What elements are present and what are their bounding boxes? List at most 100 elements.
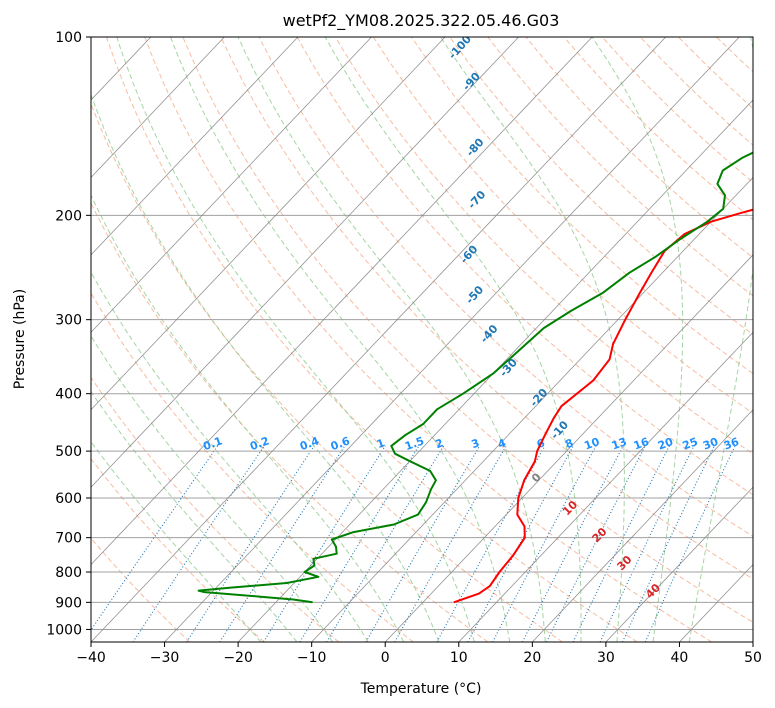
x-tick-label: 40	[671, 650, 689, 666]
mixing-ratio-label: 10	[583, 435, 602, 453]
mixing-ratio-label: 2	[433, 436, 445, 451]
moist-adiabat-label: 10	[560, 498, 580, 518]
moist-adiabat-label: 20	[590, 525, 610, 545]
dry-adiabat	[372, 37, 753, 415]
isotherm-line	[91, 37, 519, 488]
dewpoint-line	[197, 151, 753, 604]
dry-adiabat	[91, 537, 190, 642]
y-axis-ticks: 100 200 300 400 500 600 700 800 900 1000	[46, 30, 91, 638]
mixing-ratio-line	[394, 445, 507, 642]
isotherm-line	[752, 641, 753, 642]
mixing-ratio-line	[263, 445, 386, 642]
mixing-ratio-label: 1.5	[403, 434, 426, 453]
y-tick-label: 300	[55, 313, 82, 329]
moist-adiabat	[91, 194, 405, 642]
y-tick-label: 900	[55, 595, 82, 611]
x-tick-label: 10	[450, 650, 468, 666]
isotherm-line	[91, 37, 225, 179]
temperature-line	[453, 208, 753, 604]
y-tick-label: 400	[55, 387, 82, 403]
mixing-ratio-line	[522, 445, 624, 642]
dry-adiabat	[334, 37, 753, 455]
dry-adiabat	[525, 37, 753, 259]
moist-adiabat	[324, 37, 582, 642]
sounding-series	[197, 151, 753, 604]
plot-frame	[90, 36, 754, 643]
mixing-ratio-label: 4	[496, 436, 508, 451]
x-axis-ticks: −40 −30 −20 −10 0 10 20 30 40 50	[76, 642, 762, 666]
y-tick-label: 500	[55, 444, 82, 460]
x-tick-label: −30	[150, 650, 180, 666]
mixing-ratio-label: 0.1	[201, 434, 224, 453]
mixing-ratio-line	[599, 445, 695, 642]
isotherm-line	[311, 176, 753, 642]
mixing-ratio-line	[299, 445, 420, 642]
dry-adiabat	[487, 37, 753, 297]
x-tick-label: 30	[597, 650, 615, 666]
x-tick-label: 0	[381, 650, 390, 666]
mixing-ratio-line	[622, 445, 715, 642]
mixing-ratio-line	[91, 445, 219, 631]
x-tick-label: −10	[297, 650, 327, 666]
dry-adiabat-label: -40	[478, 322, 501, 346]
mixing-ratio-label: 20	[656, 435, 675, 453]
mixing-ratio-label: 25	[681, 435, 700, 452]
isotherm-line	[679, 563, 753, 642]
moist-adiabat	[91, 93, 440, 642]
dry-adiabat	[220, 37, 753, 580]
mixing-ratio-line	[467, 445, 574, 642]
isotherm-line	[0, 37, 4, 642]
mixing-ratio-line	[572, 445, 670, 642]
x-tick-label: 50	[744, 650, 762, 666]
dry-adiabat	[639, 37, 753, 146]
mixing-ratio-line	[132, 445, 265, 642]
y-axis-label: Pressure (hPa)	[12, 289, 28, 389]
dry-adiabat	[91, 457, 265, 642]
isotherm-line	[91, 37, 446, 411]
dry-adiabat	[755, 37, 775, 642]
isotherm-line	[91, 37, 593, 566]
isotherm-line	[384, 254, 753, 642]
y-tick-label: 100	[55, 30, 82, 46]
isotherm-line	[458, 331, 753, 642]
y-tick-label: 1000	[46, 622, 82, 638]
mixing-ratio-label: 0.2	[248, 434, 271, 453]
moist-adiabat	[91, 271, 369, 642]
grid-lines	[0, 37, 775, 642]
dry-adiabat-label: -80	[464, 135, 487, 159]
y-tick-label: 800	[55, 565, 82, 581]
dry-adiabat	[182, 37, 753, 623]
x-axis-label: Temperature (°C)	[360, 681, 482, 697]
mixing-ratio-label: 30	[701, 435, 720, 453]
line-labels: -100-90-80-70-60-50-40-30-20-10010203040…	[201, 37, 741, 601]
dry-adiabat	[91, 292, 414, 642]
moist-adiabat	[91, 390, 298, 642]
mixing-ratio-label: 3	[470, 436, 482, 451]
moist-adiabat	[91, 335, 334, 642]
moist-adiabat-label: 30	[615, 553, 635, 573]
dry-adiabat	[91, 202, 489, 642]
moist-adiabat	[116, 37, 475, 642]
chart-title: wetPf2_YM08.2025.322.05.46.G03	[283, 11, 560, 31]
isotherm-line	[164, 37, 740, 642]
dry-adiabat	[601, 37, 753, 183]
x-tick-label: −40	[76, 650, 106, 666]
dry-adiabat-label: -20	[527, 386, 550, 410]
x-tick-label: −20	[223, 650, 253, 666]
moist-adiabat	[237, 37, 546, 642]
dry-adiabat	[411, 37, 753, 375]
y-tick-label: 700	[55, 531, 82, 547]
dry-adiabat	[144, 37, 712, 642]
dry-adiabat-label: -60	[458, 243, 481, 267]
mixing-ratio-label: 8	[563, 436, 575, 451]
mixing-ratio-label: 16	[632, 435, 651, 453]
dry-adiabat-label: -50	[463, 283, 486, 307]
mixing-ratio-label: 0.4	[298, 434, 321, 453]
moist-adiabat	[688, 37, 753, 642]
mixing-ratio-label: 1	[375, 436, 387, 451]
isotherm-line	[91, 37, 299, 256]
moist-adiabat	[91, 440, 262, 642]
moist-adiabat	[591, 37, 684, 642]
mixing-ratio-line	[492, 445, 597, 642]
